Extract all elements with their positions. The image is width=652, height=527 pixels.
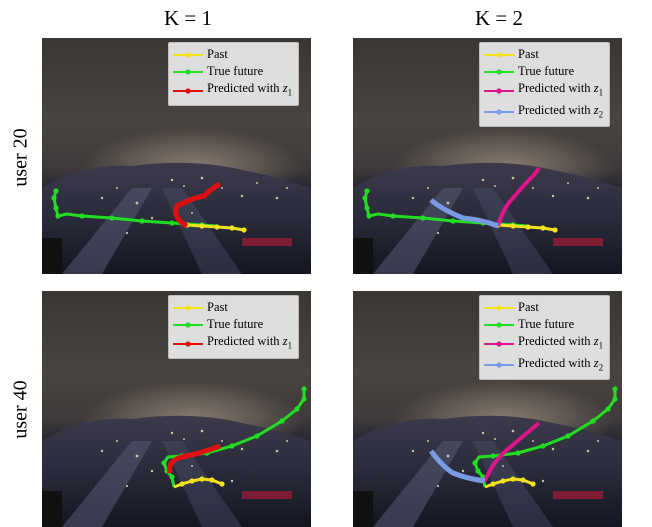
- legend: Past True future Predicted with z1: [168, 295, 300, 359]
- legend-swatch-predicted-z1: [484, 339, 514, 349]
- legend-swatch-predicted-z2: [484, 107, 514, 117]
- legend-predicted-z1: Predicted with z1: [173, 333, 292, 355]
- legend-swatch-past: [484, 50, 514, 60]
- legend-label-predicted-z1: Predicted with z1: [207, 333, 292, 355]
- legend-label-predicted-z2: Predicted with z2: [518, 355, 603, 377]
- legend-swatch-true-future: [173, 320, 203, 330]
- row-title-user-40: user 40: [9, 380, 32, 439]
- legend-true-future: True future: [484, 63, 603, 80]
- legend-label-true-future: True future: [518, 64, 575, 78]
- legend-true-future: True future: [484, 316, 603, 333]
- legend-predicted-prefix: Predicted with: [518, 355, 594, 370]
- legend-label-true-future: True future: [207, 317, 264, 331]
- legend-predicted-z2: Predicted with z2: [484, 102, 603, 124]
- legend-z-symbol: z: [282, 334, 288, 348]
- legend-z-subscript: 1: [598, 87, 604, 98]
- legend-predicted-prefix: Predicted with: [207, 334, 283, 348]
- legend-swatch-true-future: [484, 67, 514, 77]
- legend-label-true-future: True future: [207, 64, 264, 78]
- panorama-scene: [353, 291, 622, 527]
- legend-label-predicted-z1: Predicted with z1: [207, 80, 292, 102]
- legend: Past True future Predicted with z1: [168, 42, 300, 106]
- legend-swatch-predicted-z1: [484, 86, 514, 96]
- legend-label-predicted-z1: Predicted with z1: [518, 333, 603, 355]
- legend-predicted-prefix: Predicted with: [518, 102, 594, 117]
- legend: Past True future Predicted with z1 Predi…: [479, 42, 611, 127]
- legend-predicted-z1: Predicted with z1: [484, 333, 603, 355]
- predicted-path: [167, 443, 221, 474]
- legend-past: Past: [484, 299, 603, 316]
- legend-predicted-prefix: Predicted with: [518, 81, 594, 95]
- legend-predicted-prefix: Predicted with: [518, 334, 594, 348]
- legend-predicted-prefix: Predicted with: [207, 81, 283, 95]
- predicted-z1-path: [496, 166, 541, 227]
- legend-swatch-predicted-z1: [173, 86, 203, 96]
- legend-swatch-past: [173, 303, 203, 313]
- predicted-z2-path: [429, 449, 486, 484]
- legend-z-subscript: 1: [598, 340, 604, 351]
- legend-predicted-z2: Predicted with z2: [484, 355, 603, 377]
- column-title-k1: K = 1: [163, 6, 212, 30]
- legend-z-subscript: 1: [287, 340, 293, 351]
- legend-true-future: True future: [173, 316, 292, 333]
- legend-past: Past: [484, 46, 603, 63]
- legend-swatch-past: [484, 303, 514, 313]
- legend-z-subscript: 2: [598, 362, 604, 372]
- legend-swatch-true-future: [173, 67, 203, 77]
- legend-label-past: Past: [518, 300, 539, 314]
- column-title-k2: K = 2: [474, 6, 523, 30]
- panel-user40-k1: Past True future Predicted with z1: [42, 291, 311, 527]
- legend-swatch-predicted-z1: [173, 339, 203, 349]
- legend-label-true-future: True future: [518, 317, 575, 331]
- legend-past: Past: [173, 46, 292, 63]
- panel-user20-k1: Past True future Predicted with z1: [42, 38, 311, 274]
- legend-swatch-past: [173, 50, 203, 60]
- legend-label-past: Past: [207, 300, 228, 314]
- legend-z-symbol: z: [282, 81, 288, 95]
- row-title-user-20: user 20: [9, 128, 32, 187]
- legend-label-predicted-z1: Predicted with z1: [518, 80, 603, 102]
- legend-z-symbol: z: [593, 334, 599, 348]
- legend-z-symbol: z: [593, 355, 599, 370]
- legend-swatch-predicted-z2: [484, 360, 514, 370]
- legend-label-past: Past: [207, 47, 228, 61]
- predicted-path: [173, 181, 222, 229]
- legend-label-predicted-z2: Predicted with z2: [518, 102, 603, 124]
- legend-predicted-z1: Predicted with z1: [173, 80, 292, 102]
- predicted-z2-path: [429, 198, 499, 229]
- legend-z-subscript: 1: [287, 87, 293, 98]
- legend-label-past: Past: [518, 47, 539, 61]
- legend-past: Past: [173, 299, 292, 316]
- panel-user20-k2: Past True future Predicted with z1 Predi…: [353, 38, 622, 274]
- panel-user40-k2: Past True future Predicted with z1 Predi…: [353, 291, 622, 527]
- legend-swatch-true-future: [484, 320, 514, 330]
- legend-predicted-z1: Predicted with z1: [484, 80, 603, 102]
- legend-z-symbol: z: [593, 102, 599, 117]
- legend-z-subscript: 2: [598, 109, 604, 119]
- legend-true-future: True future: [173, 63, 292, 80]
- legend: Past True future Predicted with z1 Predi…: [479, 295, 611, 380]
- predicted-z1-path: [483, 421, 541, 482]
- legend-z-symbol: z: [593, 81, 599, 95]
